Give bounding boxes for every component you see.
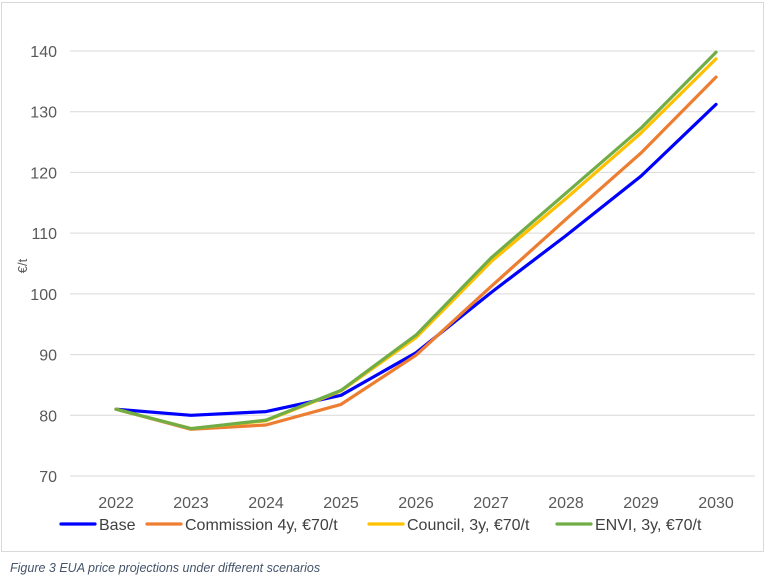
y-tick-label: 70 [39,469,57,486]
legend: Base Commission 4y, €70/t Council, 3y, €70… [59,517,702,534]
x-tick-label: 2024 [248,495,284,512]
legend-label: Base [99,517,136,534]
y-tick-label: 100 [30,287,57,304]
x-axis-ticks: 2022 2023 2024 2025 2026 2027 2028 2029 2030 [98,495,734,512]
legend-label: Council, 3y, €70/t [407,517,530,534]
y-tick-label: 110 [31,226,57,243]
legend-item: Commission 4y, €70/t [145,517,338,534]
legend-item: Council, 3y, €70/t [367,517,530,534]
series-line-base [114,102,718,417]
legend-item: Base [59,517,136,534]
x-tick-label: 2025 [323,495,359,512]
y-axis-ticks: 70 80 90 100 110 120 130 140 [30,44,57,486]
x-tick-label: 2027 [473,495,509,512]
y-axis-label: €/t [15,258,30,273]
y-tick-label: 90 [39,348,57,365]
legend-label: ENVI, 3y, €70/t [595,517,702,534]
x-tick-label: 2028 [548,495,584,512]
x-tick-label: 2026 [398,495,434,512]
x-tick-label: 2030 [698,495,734,512]
x-tick-label: 2022 [98,495,134,512]
series-line-commission-4y-70-t [114,75,718,431]
y-tick-label: 80 [39,408,57,425]
series-lines [114,50,718,431]
y-tick-label: 140 [30,44,57,61]
gridlines [70,50,755,477]
legend-item: ENVI, 3y, €70/t [555,517,702,534]
figure-caption: Figure 3 EUA price projections under dif… [10,561,321,575]
y-tick-label: 120 [30,165,57,182]
chart-frame [1,2,764,552]
series-line-council-3y-70-t [114,57,718,431]
series-line-envi-3y-70-t [114,50,718,431]
legend-label: Commission 4y, €70/t [185,517,338,534]
y-tick-label: 130 [30,105,57,122]
x-tick-label: 2029 [623,495,659,512]
x-tick-label: 2023 [173,495,209,512]
